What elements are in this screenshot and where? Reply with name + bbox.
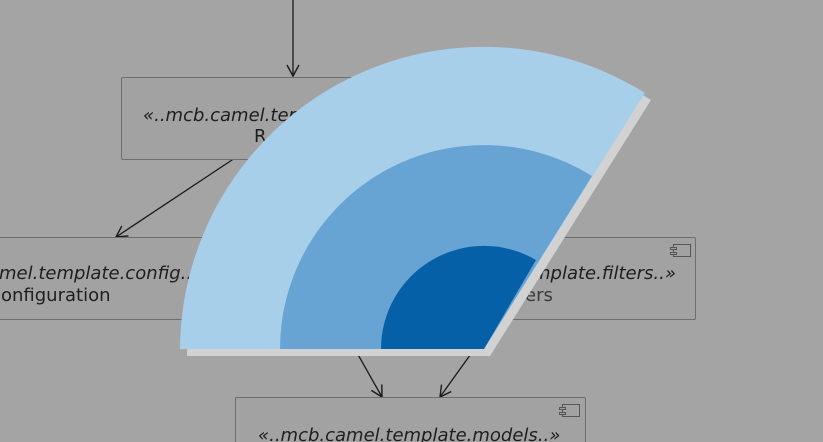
fan-inner-arc	[380, 245, 536, 349]
component-models[interactable]: «..mcb.camel.template.models..»	[235, 397, 586, 442]
component-filters[interactable]: mplate.filters..» ters	[470, 237, 696, 320]
stereotype-label: mplate.filters..»	[533, 263, 676, 284]
edge-routes-to-config	[114, 157, 236, 238]
stereotype-label: «..mcb.camel.template.models..»	[258, 425, 561, 442]
component-icon	[559, 404, 580, 417]
component-name: onfiguration	[1, 285, 111, 306]
stereotype-label: «..mcb.camel.ter	[143, 105, 296, 126]
fan-middle-arc	[280, 145, 592, 349]
stereotype-label: mel.template.config..»	[0, 263, 204, 284]
wifi-signal-fan-icon	[180, 46, 651, 356]
component-configuration[interactable]: mel.template.config..» onfiguration	[0, 237, 220, 320]
component-icon	[670, 244, 691, 257]
